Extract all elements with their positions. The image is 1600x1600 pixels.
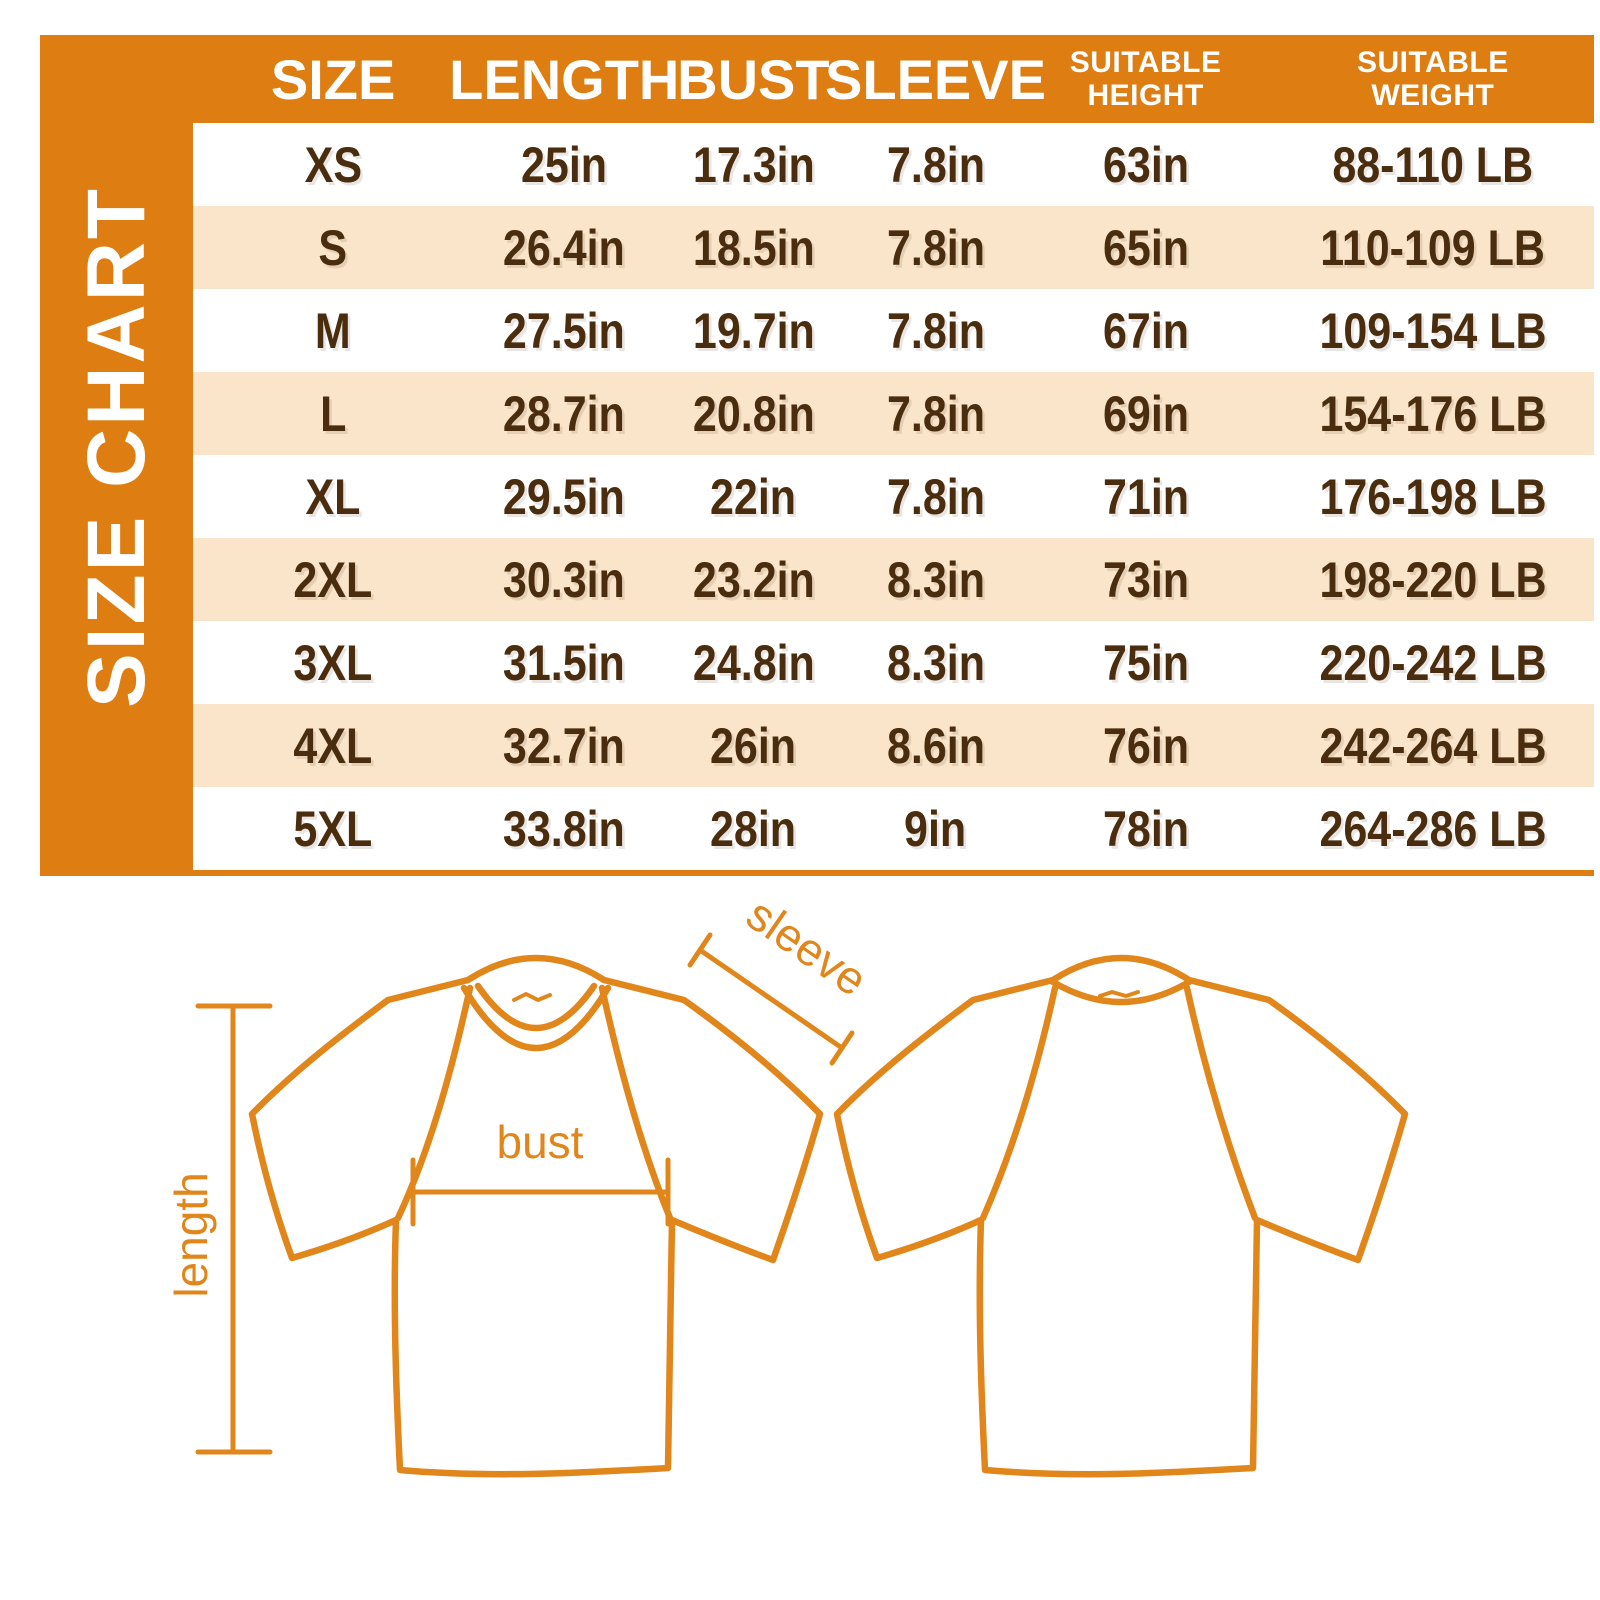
back-left-armhole-seam — [979, 984, 1059, 1222]
cell-suitable-height: 71in — [1102, 468, 1189, 525]
table-row: M 27.5in 19.7in 7.8in 67in 109-154 LB — [193, 289, 1594, 372]
chart-title: SIZE CHART — [70, 186, 162, 709]
size-table: SIZE LENGTH BUST SLEEVE SUITABLE HEIGHT … — [193, 35, 1594, 876]
cell-size: 5XL — [293, 800, 373, 857]
cell-length: 26.4in — [503, 219, 626, 276]
cell-size: XL — [305, 468, 361, 525]
cell-suitable-height: 78in — [1102, 800, 1189, 857]
column-header-suitable-height: SUITABLE HEIGHT — [1069, 46, 1222, 112]
cell-length: 30.3in — [503, 551, 626, 608]
table-row: 4XL 32.7in 26in 8.6in 76in 242-264 LB — [193, 704, 1594, 787]
back-collar-stitch — [1098, 990, 1140, 998]
cell-suitable-weight: 242-264 LB — [1319, 717, 1547, 774]
cell-length: 31.5in — [503, 634, 626, 691]
cell-sleeve: 7.8in — [886, 385, 985, 442]
cell-suitable-weight: 154-176 LB — [1319, 385, 1547, 442]
sidebar-title-area: SIZE CHART — [40, 35, 193, 876]
table-row: XL 29.5in 22in 7.8in 71in 176-198 LB — [193, 455, 1594, 538]
cell-sleeve: 9in — [904, 800, 967, 857]
table-row: 3XL 31.5in 24.8in 8.3in 75in 220-242 LB — [193, 621, 1594, 704]
bust-label: bust — [497, 1116, 584, 1168]
back-right-armhole-seam — [1183, 984, 1259, 1222]
length-label: length — [165, 1172, 217, 1297]
cell-suitable-height: 76in — [1102, 717, 1189, 774]
measurement-diagram: length bust sleeve — [165, 900, 1409, 1478]
back-shirt-drawing — [833, 954, 1409, 1478]
cell-suitable-height: 75in — [1102, 634, 1189, 691]
cell-sleeve: 7.8in — [886, 468, 985, 525]
cell-size: M — [315, 302, 352, 359]
cell-size: 2XL — [293, 551, 373, 608]
cell-sleeve: 8.3in — [886, 634, 985, 691]
cell-length: 25in — [521, 136, 608, 193]
table-body: XS 25in 17.3in 7.8in 63in 88-110 LB S 26.4in 18.… — [193, 123, 1594, 870]
cell-suitable-height: 69in — [1102, 385, 1189, 442]
table-row: L 28.7in 20.8in 7.8in 69in 154-176 LB — [193, 372, 1594, 455]
table-row: XS 25in 17.3in 7.8in 63in 88-110 LB — [193, 123, 1594, 206]
cell-bust: 23.2in — [692, 551, 815, 608]
front-collar-inner-line — [474, 982, 598, 1032]
cell-bust: 28in — [710, 800, 797, 857]
cell-suitable-height: 63in — [1102, 136, 1189, 193]
cell-size: XS — [304, 136, 362, 193]
cell-length: 33.8in — [503, 800, 626, 857]
bust-measure-line — [410, 1157, 671, 1227]
column-header-length: LENGTH — [449, 47, 680, 111]
back-collar-band-line — [1049, 978, 1193, 1006]
cell-bust: 22in — [710, 468, 797, 525]
cell-bust: 19.7in — [692, 302, 815, 359]
cell-suitable-weight: 88-110 LB — [1332, 136, 1534, 193]
cell-bust: 20.8in — [692, 385, 815, 442]
table-row: S 26.4in 18.5in 7.8in 65in 110-109 LB — [193, 206, 1594, 289]
front-left-armhole-seam — [394, 984, 474, 1222]
cell-sleeve: 8.6in — [886, 717, 985, 774]
cell-length: 28.7in — [503, 385, 626, 442]
column-header-bust: BUST — [677, 47, 830, 111]
cell-suitable-weight: 264-286 LB — [1319, 800, 1547, 857]
cell-size: 4XL — [293, 717, 373, 774]
cell-size: S — [318, 219, 348, 276]
cell-bust: 17.3in — [692, 136, 815, 193]
cell-bust: 26in — [710, 717, 797, 774]
cell-suitable-weight: 198-220 LB — [1319, 551, 1547, 608]
cell-suitable-height: 67in — [1102, 302, 1189, 359]
column-header-sleeve: SLEEVE — [825, 47, 1046, 111]
front-collar-stitch — [512, 992, 552, 1002]
column-header-size: SIZE — [270, 47, 396, 111]
column-header-suitable-weight: SUITABLE WEIGHT — [1356, 46, 1509, 112]
cell-bust: 24.8in — [692, 634, 815, 691]
cell-length: 27.5in — [503, 302, 626, 359]
sleeve-measure-line — [687, 932, 855, 1066]
table-row: 5XL 33.8in 28in 9in 78in 264-286 LB — [193, 787, 1594, 870]
front-collar-band-line — [460, 984, 612, 1052]
cell-length: 32.7in — [503, 717, 626, 774]
cell-length: 29.5in — [503, 468, 626, 525]
cell-suitable-weight: 220-242 LB — [1319, 634, 1547, 691]
cell-bust: 18.5in — [692, 219, 815, 276]
cell-suitable-weight: 176-198 LB — [1319, 468, 1547, 525]
size-chart-panel: SIZE CHART SIZE LENGTH BUST SLEEVE SUITA… — [40, 35, 1594, 876]
front-shirt-drawing — [248, 954, 824, 1478]
cell-sleeve: 7.8in — [886, 219, 985, 276]
length-measure-line — [195, 1003, 273, 1455]
cell-size: 3XL — [293, 634, 373, 691]
cell-suitable-height: 73in — [1102, 551, 1189, 608]
cell-size: L — [319, 385, 347, 442]
cell-sleeve: 7.8in — [886, 302, 985, 359]
table-row: 2XL 30.3in 23.2in 8.3in 73in 198-220 LB — [193, 538, 1594, 621]
cell-suitable-weight: 110-109 LB — [1320, 219, 1546, 276]
table-header: SIZE LENGTH BUST SLEEVE SUITABLE HEIGHT … — [193, 35, 1594, 123]
cell-suitable-height: 65in — [1102, 219, 1189, 276]
front-right-armhole-seam — [598, 984, 674, 1222]
cell-suitable-weight: 109-154 LB — [1319, 302, 1547, 359]
cell-sleeve: 7.8in — [886, 136, 985, 193]
cell-sleeve: 8.3in — [886, 551, 985, 608]
